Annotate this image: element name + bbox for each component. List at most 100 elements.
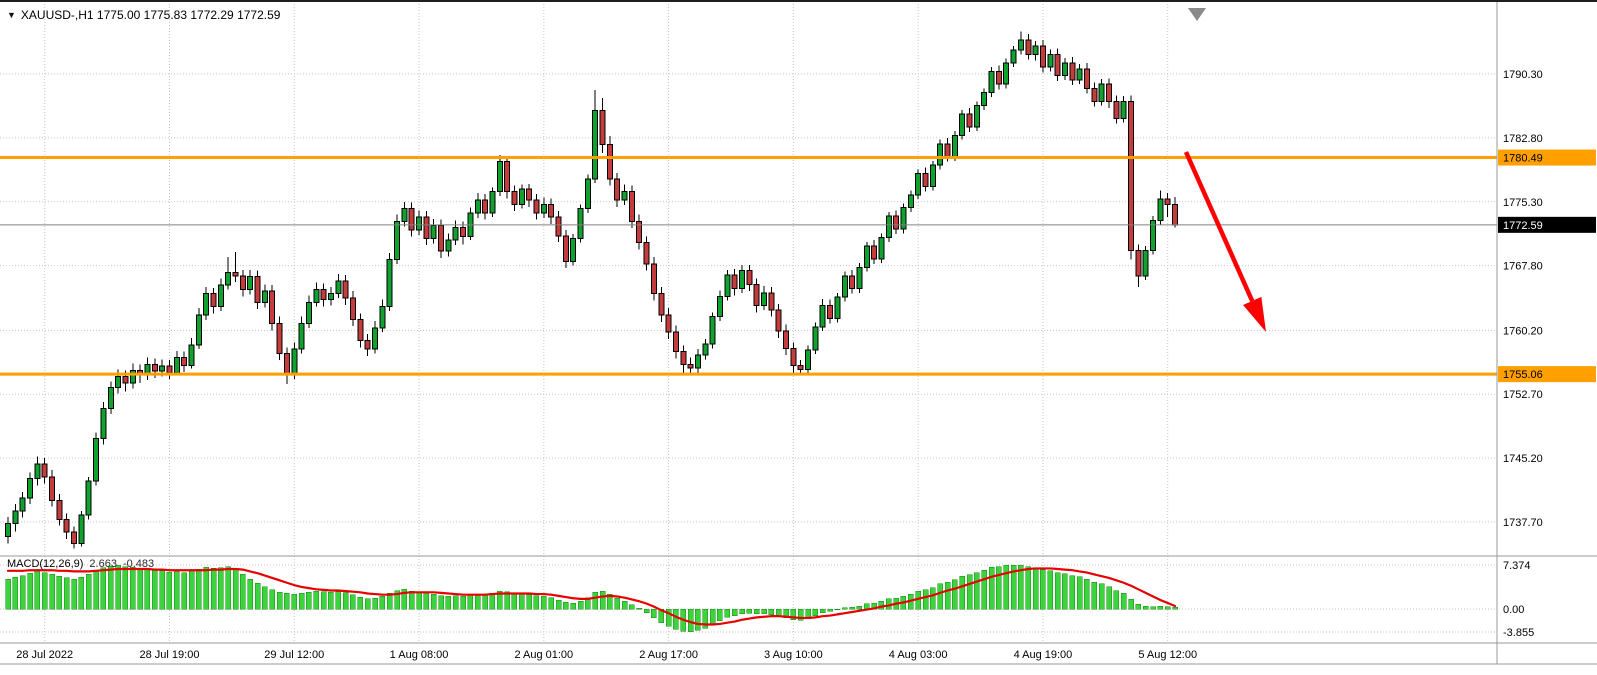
macd-bar [819, 608, 826, 613]
candle-bull [1120, 100, 1127, 119]
macd-bar [108, 565, 114, 610]
macd-bar [210, 568, 217, 610]
candle-bear [283, 352, 290, 376]
macd-bar [27, 572, 33, 610]
candle-bear [614, 178, 621, 201]
candle-bull [856, 266, 863, 290]
candle-bear [966, 113, 973, 128]
macd-bar [709, 608, 716, 625]
macd-bar [254, 583, 261, 610]
macd-bar [731, 608, 738, 616]
candle-bull [709, 316, 716, 345]
candle-bear [504, 161, 511, 193]
candle-bear [1083, 68, 1090, 89]
candle-bull [577, 208, 584, 239]
macd-bar [196, 568, 202, 610]
candle-bull [540, 203, 547, 214]
macd-bar [56, 575, 63, 610]
candle-bear [1113, 100, 1120, 119]
candle-bull [1098, 83, 1105, 102]
chart-shift-marker-icon[interactable] [1188, 8, 1206, 21]
macd-bar [1003, 565, 1009, 610]
candle-bull [812, 326, 819, 351]
candle-bear [364, 340, 371, 350]
time-tick-label: 28 Jul 19:00 [140, 649, 200, 661]
macd-bar [952, 579, 958, 610]
candle-bear [1106, 83, 1112, 102]
macd-bar [533, 595, 540, 610]
macd-bar [739, 608, 745, 615]
candle-bull [724, 274, 731, 297]
macd-bar [827, 608, 833, 612]
time-tick-label: 28 Jul 2022 [16, 649, 73, 661]
macd-bar [19, 575, 26, 610]
macd-bar [489, 593, 496, 610]
time-tick-label: 2 Aug 01:00 [514, 649, 573, 661]
macd-bar [548, 597, 554, 610]
macd-bar [966, 574, 973, 610]
macd-bar [475, 593, 481, 610]
macd-bar [291, 593, 298, 610]
level-lines [0, 156, 1497, 376]
macd-bar [364, 598, 371, 610]
macd-bar [1106, 586, 1112, 610]
candle-bear [181, 357, 188, 366]
macd-bar [790, 608, 797, 620]
macd-bar [152, 569, 158, 610]
macd-bar [1054, 572, 1061, 610]
last-price-tag: 1772.59 [1503, 220, 1543, 232]
macd-bar [100, 567, 107, 610]
macd-bar [702, 608, 709, 629]
macd-bar [673, 608, 679, 630]
candle-bull [188, 344, 195, 366]
macd-bar [717, 608, 723, 622]
candle-bear [658, 293, 665, 316]
macd-bar [1018, 565, 1024, 610]
macd-bar [834, 608, 841, 610]
candle-bull [1047, 53, 1054, 68]
macd-bar [467, 595, 474, 610]
macd-bar [482, 594, 488, 610]
macd-bar [1091, 581, 1098, 610]
candle-bear [555, 216, 562, 237]
macd-tick-label: 7.374 [1503, 560, 1531, 572]
candle-bear [56, 500, 63, 520]
sell-arrow-shaft [1183, 151, 1255, 302]
candle-bull [937, 143, 944, 166]
symbol-menu-icon: ▼ [7, 9, 16, 20]
indicator-name: MACD(12,26,9) [7, 558, 84, 570]
macd-bar [262, 586, 268, 610]
macd-bar [1172, 606, 1178, 610]
macd-bar [71, 578, 77, 610]
macd-bar [988, 566, 995, 610]
candle-bull [107, 386, 114, 410]
macd-bar [181, 572, 187, 610]
candle-bear [746, 270, 753, 285]
candle-bear [1039, 45, 1046, 68]
macd-bar [423, 593, 430, 610]
macd-bar [379, 596, 386, 610]
candle-bull [217, 284, 224, 308]
macd-bar [320, 591, 327, 610]
macd-bar [85, 574, 92, 610]
candle-bull [203, 293, 210, 316]
candle-bull [394, 220, 401, 261]
candle-bear [1069, 62, 1076, 81]
macd-bar [981, 569, 987, 610]
macd-bar [1150, 606, 1156, 610]
macd-bar [607, 593, 613, 610]
candle-bear [276, 323, 283, 354]
macd-bar [541, 596, 547, 610]
candle-bear [71, 531, 78, 544]
macd-bar [1010, 564, 1017, 610]
candle-bull [5, 523, 11, 537]
price-tick-label: 1737.70 [1503, 517, 1543, 529]
macd-signal-line [6, 567, 1177, 626]
resistance-price-tag: 1780.49 [1503, 153, 1543, 165]
candle-bear [232, 271, 239, 277]
candle-bull [1032, 45, 1039, 55]
candle-bull [401, 208, 408, 222]
macd-bar [416, 591, 422, 610]
sell-arrow[interactable] [1183, 151, 1266, 332]
